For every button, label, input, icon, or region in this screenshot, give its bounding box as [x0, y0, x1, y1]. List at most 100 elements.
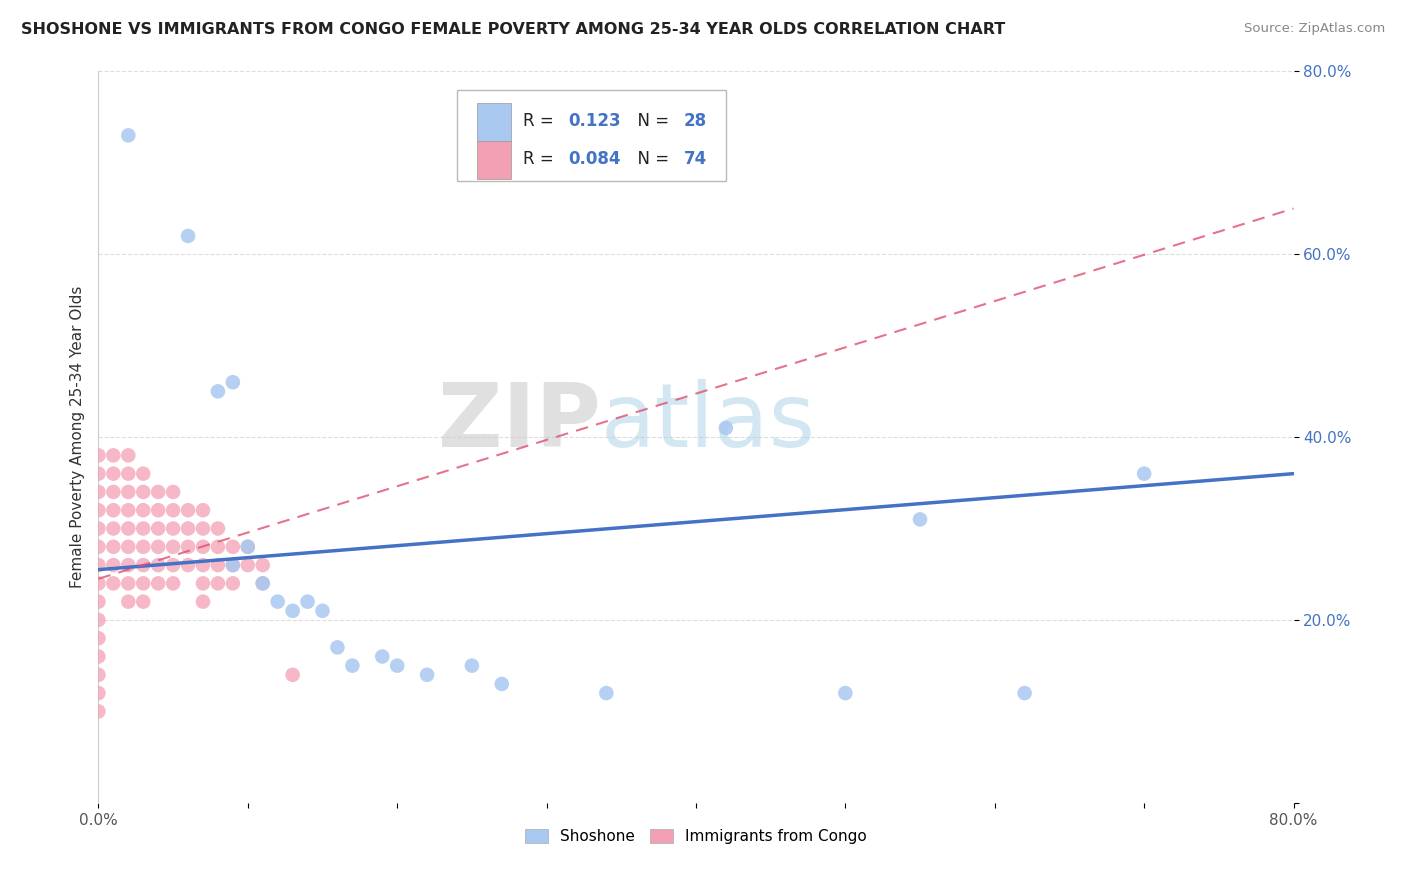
FancyBboxPatch shape: [457, 90, 725, 181]
Point: [267, 594, 290, 608]
Point: [281, 604, 304, 618]
Text: N =: N =: [627, 150, 673, 168]
Point: [252, 558, 274, 573]
Point: [177, 521, 200, 535]
Point: [148, 521, 170, 535]
Point: [87, 521, 110, 535]
Text: Source: ZipAtlas.com: Source: ZipAtlas.com: [1244, 22, 1385, 36]
Point: [117, 594, 139, 608]
Point: [252, 576, 274, 591]
Point: [311, 604, 333, 618]
Point: [87, 485, 110, 500]
Point: [87, 503, 110, 517]
Point: [103, 503, 125, 517]
Point: [117, 558, 139, 573]
Point: [416, 667, 439, 681]
Text: SHOSHONE VS IMMIGRANTS FROM CONGO FEMALE POVERTY AMONG 25-34 YEAR OLDS CORRELATI: SHOSHONE VS IMMIGRANTS FROM CONGO FEMALE…: [21, 22, 1005, 37]
Point: [177, 229, 200, 244]
Point: [87, 540, 110, 554]
Point: [117, 448, 139, 462]
Point: [834, 686, 856, 700]
Point: [908, 512, 931, 526]
Text: R =: R =: [523, 150, 558, 168]
Point: [103, 448, 125, 462]
Point: [117, 540, 139, 554]
Text: atlas: atlas: [600, 379, 815, 466]
Point: [191, 576, 214, 591]
Point: [162, 503, 184, 517]
Point: [207, 540, 229, 554]
Point: [132, 467, 155, 481]
Point: [148, 558, 170, 573]
Point: [191, 521, 214, 535]
Point: [117, 128, 139, 143]
Point: [162, 521, 184, 535]
Point: [148, 540, 170, 554]
Point: [117, 576, 139, 591]
Point: [87, 632, 110, 646]
Point: [117, 521, 139, 535]
Point: [222, 558, 245, 573]
Point: [222, 540, 245, 554]
Point: [103, 521, 125, 535]
Point: [132, 576, 155, 591]
Point: [177, 558, 200, 573]
Point: [148, 576, 170, 591]
Text: 0.084: 0.084: [568, 150, 620, 168]
Point: [191, 540, 214, 554]
Text: 0.123: 0.123: [568, 112, 620, 130]
Point: [297, 594, 319, 608]
Point: [191, 503, 214, 517]
Point: [148, 503, 170, 517]
Point: [162, 558, 184, 573]
Point: [87, 594, 110, 608]
Text: N =: N =: [627, 112, 673, 130]
Point: [87, 576, 110, 591]
Point: [714, 421, 737, 435]
Point: [461, 658, 484, 673]
Point: [103, 467, 125, 481]
Point: [236, 540, 259, 554]
Point: [252, 576, 274, 591]
Point: [491, 677, 513, 691]
Point: [87, 705, 110, 719]
Point: [117, 467, 139, 481]
Point: [191, 594, 214, 608]
Point: [103, 576, 125, 591]
Point: [207, 521, 229, 535]
Point: [87, 649, 110, 664]
Point: [132, 503, 155, 517]
FancyBboxPatch shape: [477, 141, 510, 179]
Point: [222, 576, 245, 591]
Point: [162, 576, 184, 591]
Point: [222, 558, 245, 573]
Point: [326, 640, 349, 655]
Point: [132, 540, 155, 554]
Point: [191, 558, 214, 573]
Point: [103, 485, 125, 500]
Point: [87, 558, 110, 573]
Point: [87, 467, 110, 481]
Point: [385, 658, 409, 673]
Point: [222, 375, 245, 389]
Point: [162, 485, 184, 500]
Point: [103, 558, 125, 573]
Point: [103, 540, 125, 554]
Point: [87, 448, 110, 462]
Point: [236, 558, 259, 573]
Text: 74: 74: [685, 150, 707, 168]
Point: [87, 686, 110, 700]
Point: [1133, 467, 1156, 481]
Y-axis label: Female Poverty Among 25-34 Year Olds: Female Poverty Among 25-34 Year Olds: [69, 286, 84, 588]
Point: [595, 686, 617, 700]
Legend: Shoshone, Immigrants from Congo: Shoshone, Immigrants from Congo: [519, 822, 873, 850]
Point: [132, 485, 155, 500]
Point: [117, 503, 139, 517]
Point: [162, 540, 184, 554]
Point: [207, 576, 229, 591]
Point: [342, 658, 364, 673]
FancyBboxPatch shape: [477, 103, 510, 141]
Point: [177, 503, 200, 517]
Point: [87, 613, 110, 627]
Point: [371, 649, 394, 664]
